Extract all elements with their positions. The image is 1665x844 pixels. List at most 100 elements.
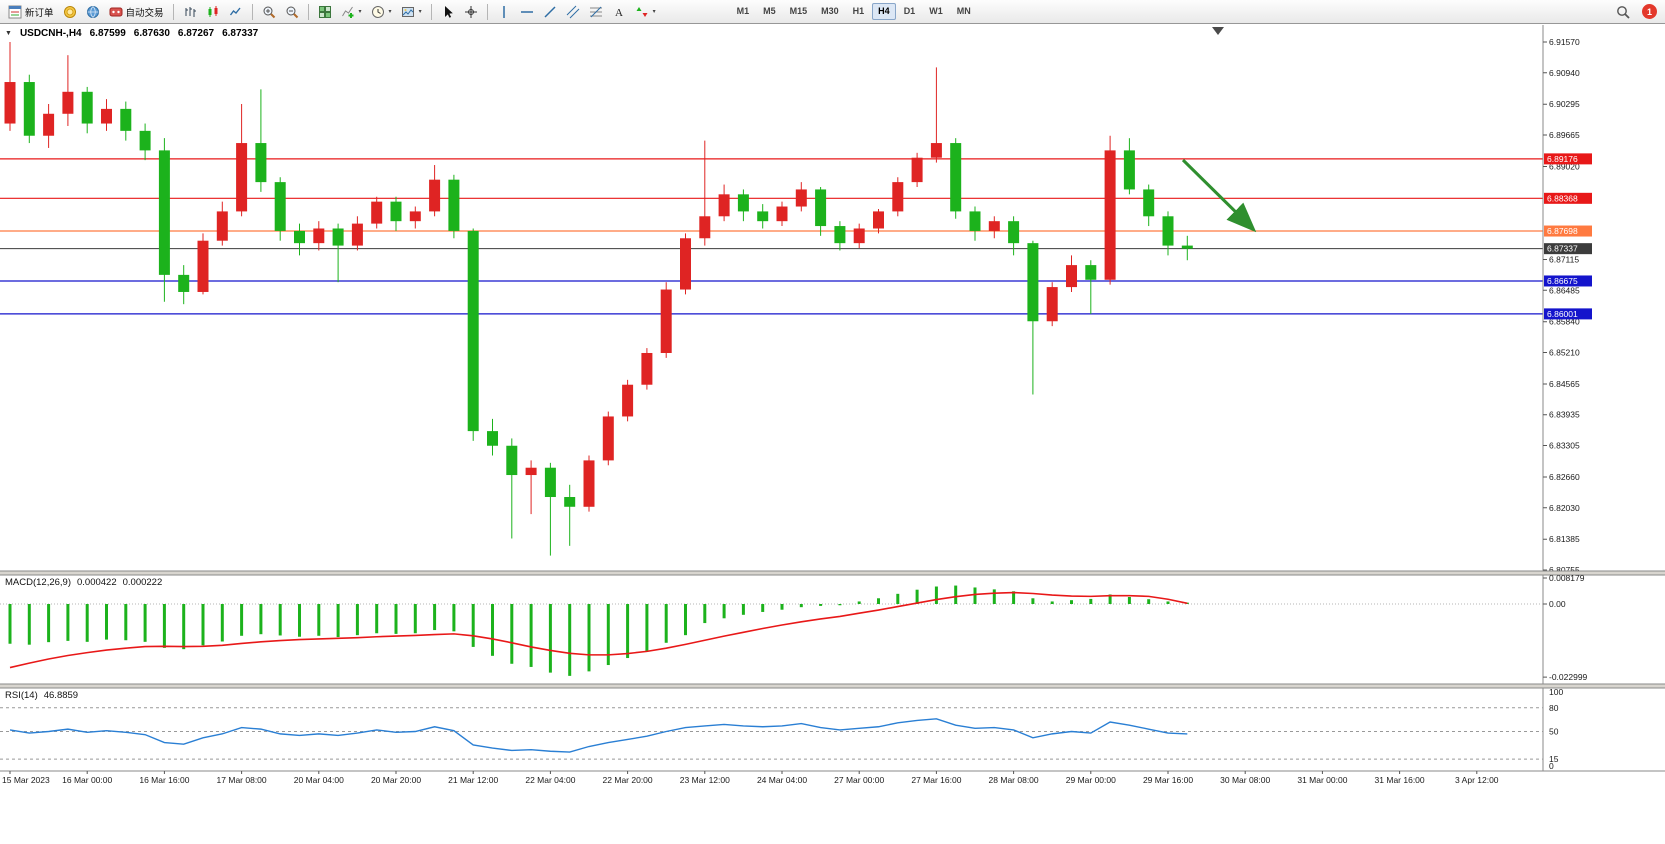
candle-body bbox=[390, 201, 402, 222]
timeframe-m30-button[interactable]: M30 bbox=[821, 6, 839, 16]
channel-button[interactable] bbox=[562, 0, 584, 24]
panel-splitter[interactable] bbox=[0, 571, 1665, 575]
svg-text:15 Mar 2023: 15 Mar 2023 bbox=[2, 775, 50, 785]
candles bbox=[4, 42, 1193, 556]
indicators-icon bbox=[341, 6, 354, 18]
toolbar-separator bbox=[307, 3, 309, 20]
bar-chart-button[interactable] bbox=[179, 0, 201, 24]
candlestick-chart-button[interactable] bbox=[202, 0, 224, 24]
svg-text:29 Mar 00:00: 29 Mar 00:00 bbox=[1066, 775, 1116, 785]
rsi-name: RSI(14) bbox=[5, 690, 38, 701]
new-order-button[interactable]: 新订单 bbox=[4, 0, 58, 24]
toolbar-separator bbox=[430, 3, 432, 20]
dropdown-caret-icon[interactable]: ▾ bbox=[652, 9, 656, 15]
price-badge bbox=[1544, 308, 1592, 320]
candle-body bbox=[371, 201, 383, 224]
candle-body bbox=[988, 221, 1000, 231]
horizontal-line-button[interactable] bbox=[516, 0, 538, 24]
quote-open: 6.87599 bbox=[89, 28, 126, 39]
crosshair-button[interactable] bbox=[460, 0, 482, 24]
svg-text:6.85840: 6.85840 bbox=[1549, 317, 1580, 327]
timeframe-m15-button[interactable]: M15 bbox=[789, 6, 808, 16]
svg-text:23 Mar 12:00: 23 Mar 12:00 bbox=[680, 775, 730, 785]
fibonacci-button[interactable] bbox=[585, 0, 607, 24]
trendline-button[interactable] bbox=[539, 0, 561, 24]
toolbar-separator bbox=[251, 3, 253, 20]
candle-body bbox=[487, 431, 498, 446]
time-axis[interactable]: 15 Mar 2023 16 Mar 00:00 16 Mar 16:00 17 Ma… bbox=[0, 770, 1665, 785]
timeframe-w1-button[interactable]: W1 bbox=[929, 6, 943, 16]
toolbar-right: 1 bbox=[1612, 0, 1661, 24]
candle-body bbox=[236, 143, 248, 212]
svg-text:20 Mar 04:00: 20 Mar 04:00 bbox=[294, 775, 344, 785]
tile-windows-button[interactable] bbox=[314, 0, 336, 24]
svg-text:0.008179: 0.008179 bbox=[1549, 573, 1585, 583]
svg-text:6.87698: 6.87698 bbox=[1547, 226, 1578, 236]
zoom-in-button[interactable] bbox=[258, 0, 280, 24]
candle-body bbox=[81, 91, 93, 124]
price-badge bbox=[1544, 243, 1592, 255]
svg-text:6.89665: 6.89665 bbox=[1549, 130, 1580, 140]
arrow-annotation[interactable] bbox=[1181, 158, 1257, 233]
vertical-line-button[interactable] bbox=[493, 0, 515, 24]
candle-body bbox=[795, 189, 807, 207]
text-icon: A bbox=[615, 7, 623, 19]
timeframe-h4-button[interactable]: H4 bbox=[872, 3, 896, 20]
candle-body bbox=[429, 179, 441, 212]
fibonacci-icon bbox=[589, 6, 602, 17]
autotrading-button[interactable]: 自动交易 bbox=[105, 0, 168, 24]
timeframe-d1-button[interactable]: D1 bbox=[903, 6, 916, 16]
candle-body bbox=[1046, 287, 1058, 322]
periods-button[interactable]: ▾ bbox=[367, 0, 396, 24]
toolbar-buttons: 新订单 自动交易 ▾ ▾ ▾ A ▾ bbox=[4, 0, 660, 24]
candle-body bbox=[1066, 265, 1077, 288]
candle-body bbox=[4, 82, 16, 124]
panel-splitter[interactable] bbox=[0, 684, 1665, 688]
indicators-button[interactable]: ▾ bbox=[337, 0, 366, 24]
rsi-panel: 100 80 50 150 bbox=[0, 687, 1563, 771]
svg-text:6.81385: 6.81385 bbox=[1549, 534, 1580, 544]
timeframe-toolbar: M1 M5 M15 M30 H1 H4 D1 W1 MN bbox=[731, 3, 977, 20]
autotrading-button-label: 自动交易 bbox=[125, 7, 164, 19]
timeframe-h1-button[interactable]: H1 bbox=[852, 6, 865, 16]
market-watch-button[interactable] bbox=[59, 0, 81, 24]
candle-body bbox=[1162, 216, 1174, 246]
candle-body bbox=[1181, 245, 1193, 249]
candle-body bbox=[680, 238, 691, 290]
candle-body bbox=[834, 226, 846, 244]
dropdown-caret-icon[interactable]: ▾ bbox=[358, 9, 362, 15]
svg-text:22 Mar 20:00: 22 Mar 20:00 bbox=[603, 775, 653, 785]
price-axis[interactable]: 6.91570 6.90940 6.90295 6.89665 6.89020 6.871… bbox=[1542, 25, 1592, 771]
search-button[interactable] bbox=[1612, 0, 1634, 24]
notification-badge[interactable]: 1 bbox=[1642, 4, 1657, 19]
zoom-out-button[interactable] bbox=[281, 0, 303, 24]
candle-body bbox=[660, 289, 672, 353]
dropdown-caret-icon[interactable]: ▾ bbox=[418, 9, 422, 15]
candle-body bbox=[622, 384, 634, 417]
svg-text:22 Mar 04:00: 22 Mar 04:00 bbox=[525, 775, 575, 785]
quote-panel-toggle-icon[interactable]: ▼ bbox=[5, 30, 12, 37]
dropdown-caret-icon[interactable]: ▾ bbox=[388, 9, 392, 15]
templates-button[interactable]: ▾ bbox=[397, 0, 426, 24]
chart-shift-marker[interactable] bbox=[1212, 27, 1224, 35]
text-button[interactable]: A bbox=[608, 0, 630, 24]
navigator-button[interactable] bbox=[82, 0, 104, 24]
svg-text:31 Mar 16:00: 31 Mar 16:00 bbox=[1375, 775, 1425, 785]
line-chart-button[interactable] bbox=[225, 0, 247, 24]
timeframe-m1-button[interactable]: M1 bbox=[736, 6, 750, 16]
rsi-line bbox=[9, 718, 1188, 753]
arrows-button[interactable]: ▾ bbox=[631, 0, 660, 24]
svg-text:31 Mar 00:00: 31 Mar 00:00 bbox=[1297, 775, 1347, 785]
candle-body bbox=[757, 211, 769, 222]
candle-body bbox=[448, 179, 460, 231]
bar-chart-icon bbox=[185, 6, 196, 17]
autotrading-icon bbox=[109, 7, 123, 16]
timeframe-m5-button[interactable]: M5 bbox=[763, 6, 776, 16]
timeframe-mn-button[interactable]: MN bbox=[956, 6, 971, 16]
hline-objects[interactable] bbox=[0, 158, 1543, 315]
new-order-button-label: 新订单 bbox=[25, 7, 54, 19]
cursor-button[interactable] bbox=[437, 0, 459, 24]
svg-text:24 Mar 04:00: 24 Mar 04:00 bbox=[757, 775, 807, 785]
svg-text:6.90940: 6.90940 bbox=[1549, 68, 1580, 78]
